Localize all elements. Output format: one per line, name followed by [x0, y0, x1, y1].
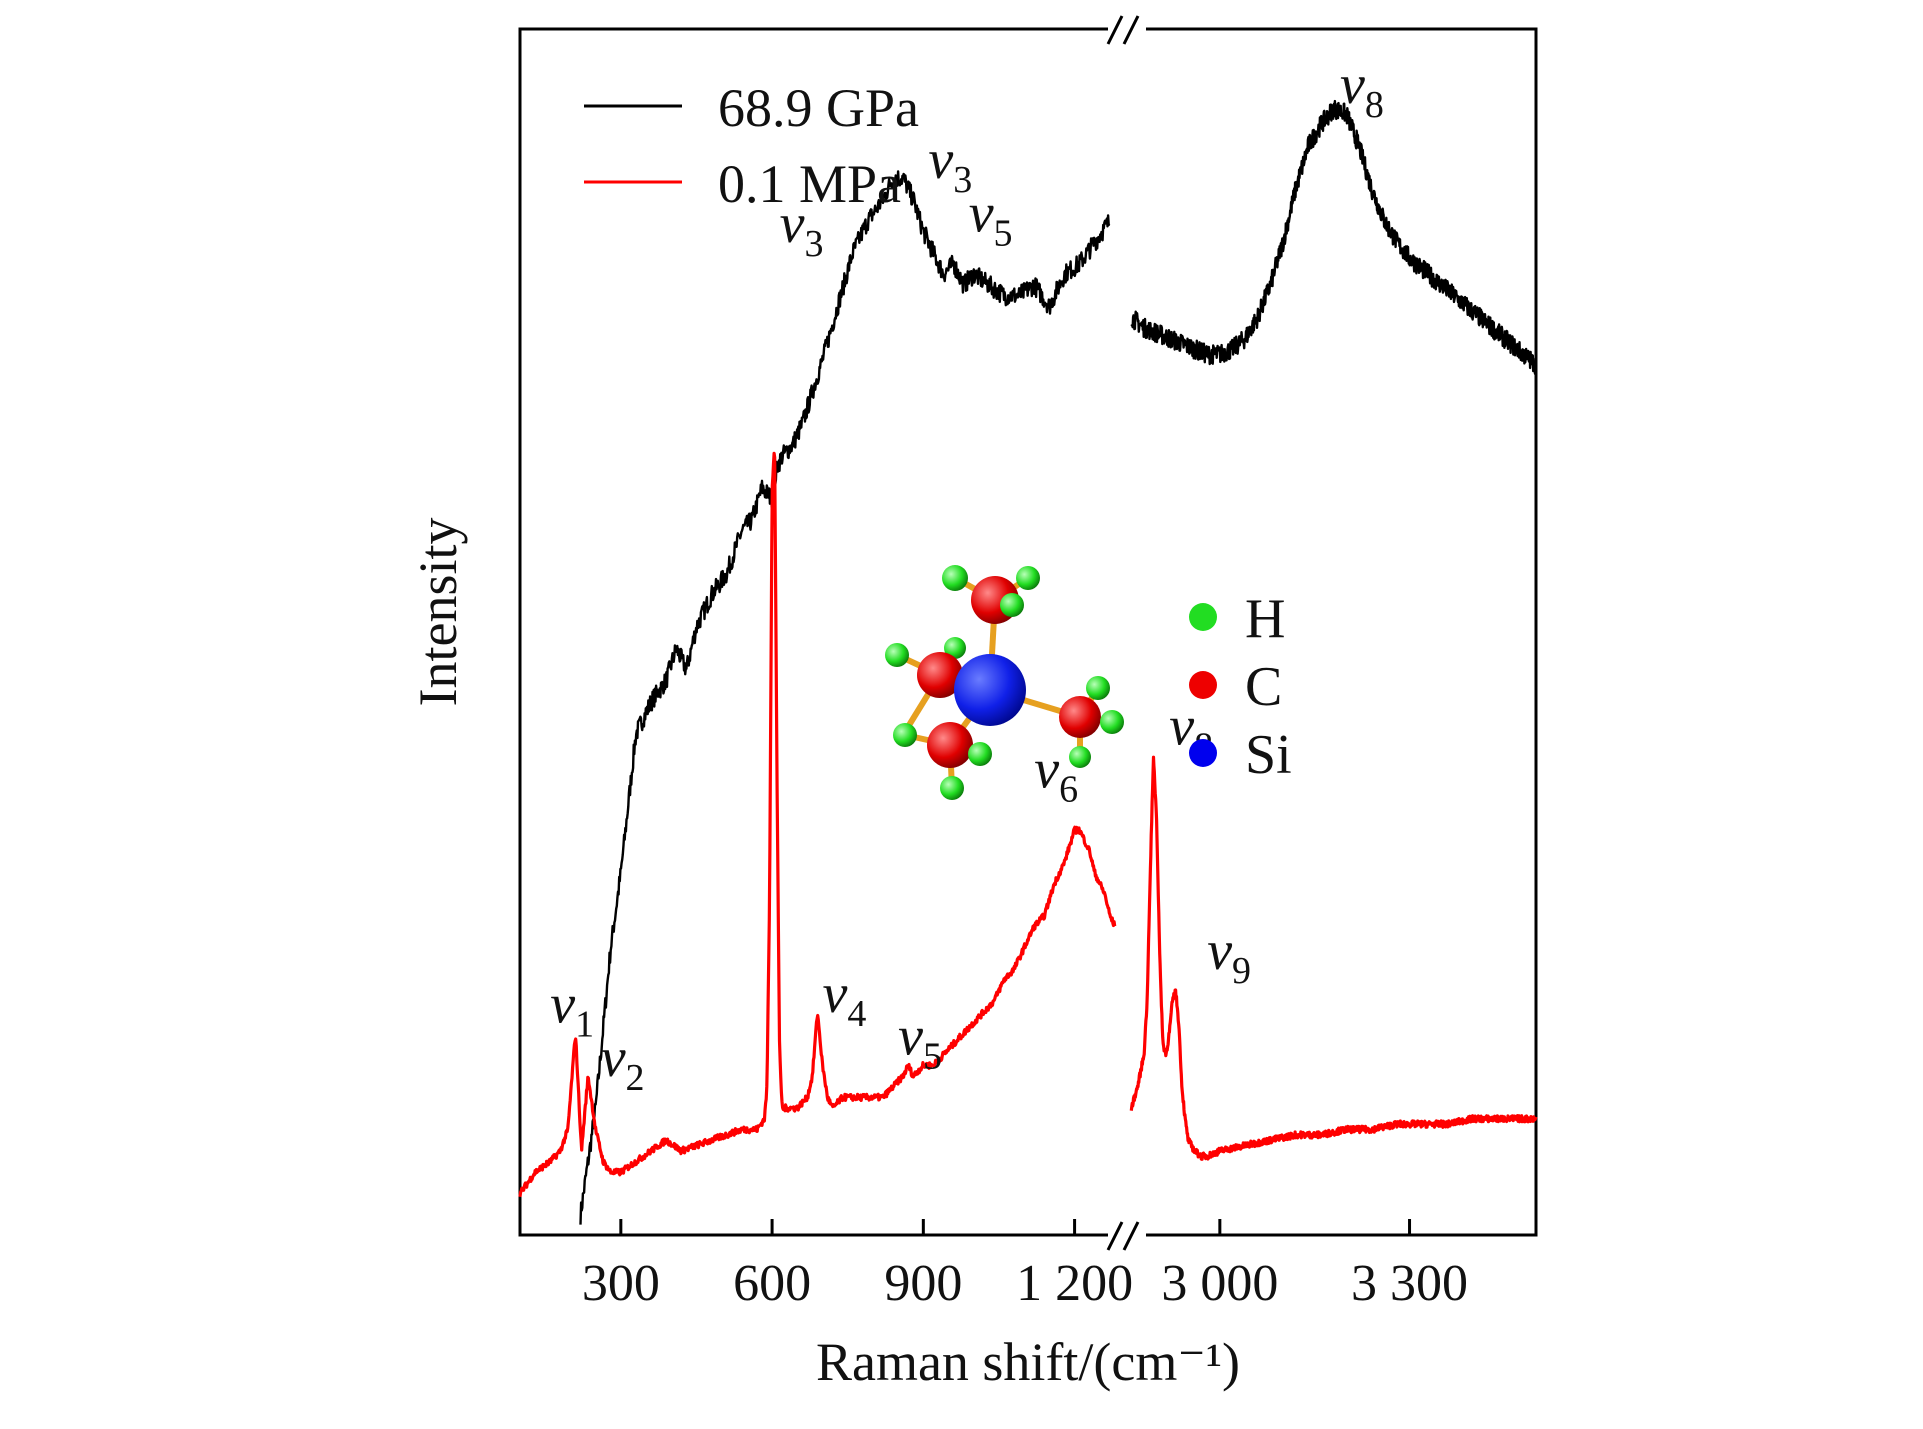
- silicon-atom: [954, 654, 1026, 726]
- hydrogen-atom: [942, 565, 968, 591]
- legend: 68.9 GPa 0.1 MPa: [584, 78, 919, 214]
- hydrogen-atom: [1016, 566, 1040, 590]
- hydrogen-atom: [944, 637, 966, 659]
- peak-label-nu3: ν3: [928, 129, 972, 201]
- x-tick-label: 3 000: [1161, 1255, 1278, 1312]
- x-tick-label: 1 200: [1016, 1255, 1133, 1312]
- peak-label-nu2: ν2: [601, 1027, 645, 1099]
- axis-break-bottom: [1106, 1221, 1146, 1251]
- hydrogen-atom: [1100, 710, 1124, 734]
- peak-label-nu3: ν3: [780, 193, 824, 265]
- series-line-black-high: [1130, 99, 1538, 375]
- peak-label-nu5: ν5: [969, 182, 1013, 254]
- legend-label-red: 0.1 MPa: [718, 154, 901, 214]
- atom-key-label-c: C: [1245, 656, 1282, 718]
- peak-label-nu5: ν5: [898, 1006, 942, 1078]
- atom-key-dot-h: [1189, 603, 1217, 631]
- hydrogen-atom: [1069, 746, 1091, 768]
- atom-key-label-si: Si: [1245, 724, 1292, 786]
- legend-label-black: 68.9 GPa: [718, 78, 919, 138]
- series-layer: [518, 99, 1538, 1225]
- peak-label-nu9: ν9: [1207, 920, 1251, 992]
- peak-label-nu8: ν8: [1340, 54, 1384, 126]
- x-tick-label: 300: [582, 1255, 660, 1312]
- peak-label-nu4: ν4: [823, 963, 867, 1035]
- atom-key: H C Si: [1189, 588, 1292, 786]
- hydrogen-atom: [885, 643, 909, 667]
- carbon-atom: [927, 722, 973, 768]
- hydrogen-atom: [1086, 676, 1110, 700]
- hydrogen-atom: [1000, 593, 1024, 617]
- hydrogen-atom: [940, 776, 964, 800]
- hydrogen-atom: [968, 742, 992, 766]
- peak-label-nu1: ν1: [550, 974, 594, 1046]
- hydrogen-atom: [893, 723, 917, 747]
- x-tick-label: 3 300: [1351, 1255, 1468, 1312]
- atom-key-dot-si: [1189, 739, 1217, 767]
- y-axis-title: Intensity: [408, 518, 468, 707]
- series-line-red-high: [1129, 755, 1538, 1161]
- axis-break-top: [1106, 15, 1146, 45]
- atom-key-label-h: H: [1245, 588, 1285, 650]
- x-tick-label: 600: [733, 1255, 811, 1312]
- x-axis-title: Raman shift/(cm⁻¹): [816, 1332, 1240, 1392]
- x-tick-label: 900: [884, 1255, 962, 1312]
- peak-label-nu6: ν6: [1034, 738, 1078, 810]
- molecule-inset: [885, 565, 1124, 800]
- carbon-atom: [1059, 696, 1101, 738]
- carbon-atom: [917, 652, 963, 698]
- series-line-black-low: [579, 170, 1111, 1225]
- x-axis-ticks: 300 600 900 1 200 3 000 3 300: [582, 1219, 1468, 1312]
- series-line-red-low: [518, 451, 1117, 1198]
- atom-key-dot-c: [1189, 671, 1217, 699]
- plot-frame: [518, 27, 1538, 1237]
